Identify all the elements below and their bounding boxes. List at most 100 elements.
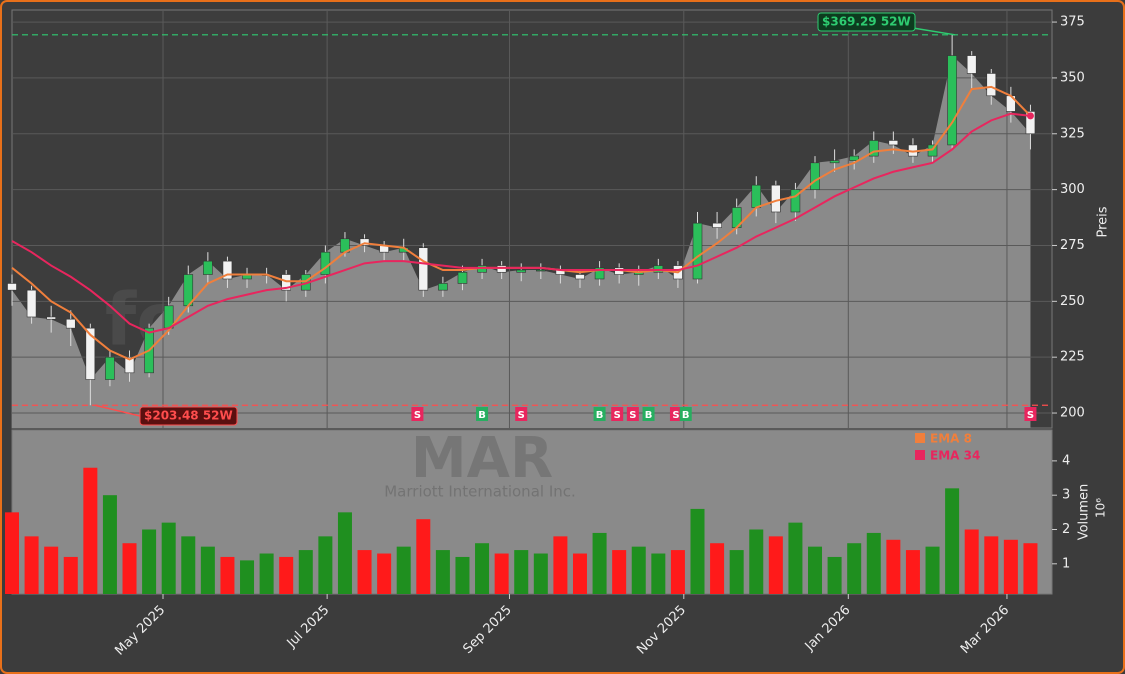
volume-bar: [886, 539, 901, 594]
candle-body: [751, 184, 762, 208]
volume-bar: [690, 508, 705, 594]
volume-bar: [827, 556, 842, 594]
volume-bar: [1023, 543, 1038, 594]
volume-bar: [1003, 539, 1018, 594]
y-tick-label: 200: [1060, 406, 1085, 421]
candle-body: [947, 55, 957, 146]
volume-bar: [181, 536, 196, 594]
watermark-symbol: MAR: [411, 426, 553, 491]
candle-body: [496, 265, 507, 273]
y-tick-label: 250: [1060, 294, 1085, 309]
volume-bar: [768, 536, 783, 594]
volume-bar: [514, 550, 529, 594]
signal-marker: [626, 407, 639, 421]
candle-body: [457, 271, 468, 284]
annotation-arrow: [912, 27, 956, 36]
volume-bar: [259, 553, 274, 594]
volume-bar: [142, 529, 157, 594]
candle-body: [26, 289, 37, 318]
volume-bar: [83, 467, 98, 594]
y2-axis-title: Volumen: [1077, 484, 1092, 541]
candle-body: [163, 305, 174, 329]
candle-body: [516, 269, 527, 273]
signal-marker: [1024, 407, 1037, 421]
signal-marker: [669, 407, 682, 421]
volume-bar: [377, 553, 392, 594]
volume-bar: [788, 522, 803, 594]
y2-tick-label: 4: [1062, 453, 1070, 468]
signal-label: S: [629, 410, 636, 421]
candle-body: [124, 356, 135, 374]
volume-bar: [102, 495, 117, 594]
signal-label: B: [596, 410, 604, 421]
y-tick-label: 350: [1060, 70, 1085, 85]
volume-bar: [710, 543, 725, 594]
volume-bar: [318, 536, 333, 594]
candle-body: [594, 267, 605, 280]
signal-label: S: [1027, 410, 1034, 421]
ema-end-dot: [1026, 112, 1034, 120]
candle-body: [829, 160, 840, 164]
volume-bar: [847, 543, 862, 594]
volume-bar: [905, 550, 920, 594]
candle-body: [105, 356, 115, 380]
signal-label: S: [518, 410, 525, 421]
signal-label: B: [682, 410, 690, 421]
volume-bar: [44, 546, 59, 594]
candle-body: [692, 222, 703, 280]
volume-bar: [572, 553, 587, 594]
signal-marker: [476, 407, 489, 421]
candle-body: [65, 318, 76, 329]
volume-bar: [533, 553, 548, 594]
volume-bar: [63, 556, 78, 594]
watermark-company: Marriott International Inc.: [384, 483, 576, 501]
y2-tick-label: 2: [1062, 522, 1070, 537]
volume-bar: [122, 543, 137, 594]
signal-label: S: [672, 410, 679, 421]
signal-marker: [593, 407, 606, 421]
legend-label: EMA 34: [930, 449, 980, 463]
y2-axis-unit: 10⁶: [1094, 498, 1108, 518]
candle-body: [966, 55, 977, 74]
signal-label: B: [478, 410, 486, 421]
volume-bar: [749, 529, 764, 594]
annotation-label: $369.29 52W: [822, 15, 911, 29]
volume-bar: [729, 550, 744, 594]
volume-bar: [435, 550, 450, 594]
volume-bar: [455, 556, 470, 594]
volume-bar: [553, 536, 568, 594]
volume-bar: [298, 550, 313, 594]
candle-body: [418, 247, 429, 291]
y-tick-label: 300: [1060, 182, 1085, 197]
volume-bar: [279, 556, 294, 594]
volume-bar: [631, 546, 646, 594]
candle-body: [868, 140, 879, 157]
candle-body: [281, 274, 291, 291]
volume-bar: [357, 550, 372, 594]
candle-body: [7, 283, 17, 291]
annotation-box: [139, 406, 238, 426]
volume-bar: [240, 560, 255, 594]
y-tick-label: 275: [1060, 238, 1085, 253]
candle-body: [986, 73, 997, 97]
volume-bar: [964, 529, 979, 594]
volume-bar: [925, 546, 940, 594]
volume-bar: [161, 522, 176, 594]
candle-body: [46, 316, 56, 320]
signal-marker: [679, 407, 692, 421]
candle-body: [1025, 111, 1036, 135]
volume-bar: [24, 536, 39, 594]
candle-body: [653, 265, 664, 273]
volume-bar: [592, 532, 607, 594]
price-area: [12, 55, 1031, 429]
volume-bar: [5, 512, 19, 594]
volume-bar: [984, 536, 999, 594]
legend-swatch: [915, 433, 925, 443]
signal-marker: [611, 407, 624, 421]
y-axis-title: Preis: [1096, 206, 1111, 237]
volume-bar: [808, 546, 823, 594]
volume-bar: [337, 512, 352, 594]
candle-body: [203, 260, 213, 275]
y-tick-label: 325: [1060, 126, 1085, 141]
